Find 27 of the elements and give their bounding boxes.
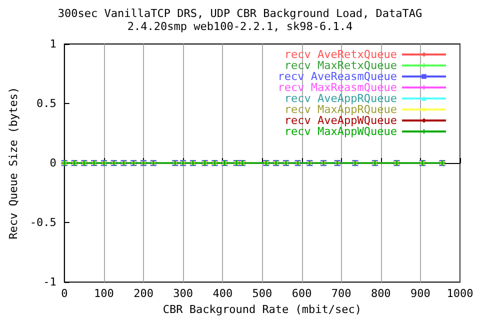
x-tick-label: 1000 <box>446 287 474 300</box>
legend-label: recv AveReasmQueue <box>278 70 397 83</box>
legend-label: recv MaxAppWQueue <box>284 125 397 138</box>
y-tick-label: 1 <box>50 38 56 50</box>
legend-label: recv AveRetxQueue <box>284 48 397 61</box>
legend-label: recv MaxAppRQueue <box>284 103 397 116</box>
x-tick-label: 400 <box>212 287 233 300</box>
legend-label: recv MaxRetxQueue <box>284 59 397 72</box>
x-tick-label: 500 <box>252 287 272 300</box>
x-tick-label: 800 <box>370 287 391 300</box>
x-tick-label: 200 <box>134 287 154 300</box>
x-tick-label: 0 <box>61 287 68 300</box>
x-axis-title: CBR Background Rate (mbit/sec) <box>162 303 362 316</box>
legend-label: recv MaxReasmQueue <box>278 81 397 94</box>
y-tick-label: -0.5 <box>30 216 56 230</box>
y-tick-label: 0 <box>50 156 56 170</box>
x-tick-label: 100 <box>94 287 114 300</box>
legend-label: recv AveAppWQueue <box>284 114 397 127</box>
y-axis-title: Recv Queue Size (bytes) <box>7 86 20 240</box>
x-tick-label: 300 <box>173 287 194 300</box>
chart-title: 300sec VanillaTCP DRS, UDP CBR Background Load, DataTAG 2.4.20smp web100-2.2.1, sk98-6.1.4 <box>58 7 422 33</box>
x-tick-label: 600 <box>292 287 312 300</box>
legend-label: recv AveAppRQueue <box>284 92 397 105</box>
x-tick-label: 700 <box>331 287 352 300</box>
x-tick-label: 900 <box>410 287 430 300</box>
y-tick-label: 0.5 <box>36 97 56 110</box>
y-tick-label: -1 <box>43 276 56 289</box>
